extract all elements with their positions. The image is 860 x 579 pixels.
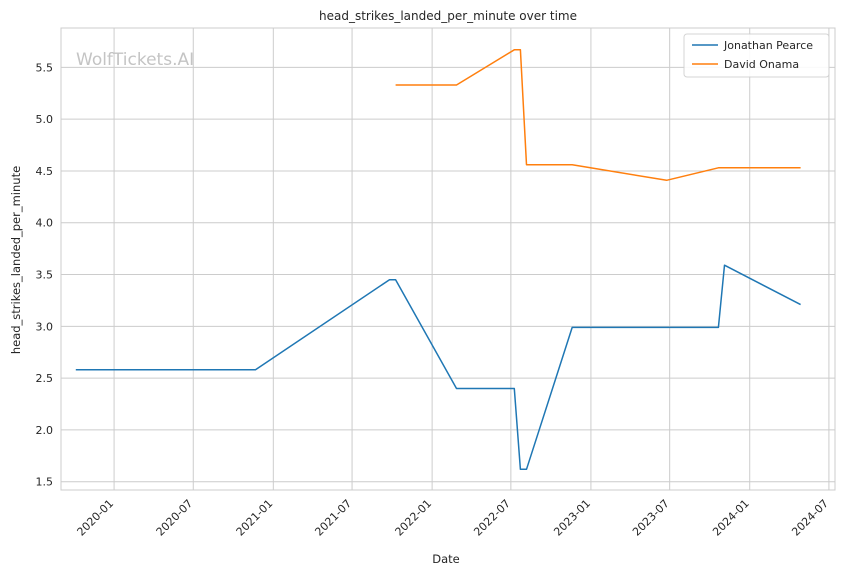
legend-label-jonathan-pearce: Jonathan Pearce — [723, 39, 813, 52]
y-tick-labels: 1.5 2.0 2.5 3.0 3.5 4.0 4.5 5.0 5.5 — [36, 61, 54, 488]
x-tick-label: 2023-07 — [630, 497, 672, 539]
y-tick-label: 2.5 — [36, 372, 54, 385]
series-line-david-onama — [395, 49, 801, 182]
y-tick-label: 3.5 — [36, 269, 54, 282]
series-lines — [75, 49, 801, 471]
y-axis-label: head_strikes_landed_per_minute — [9, 166, 23, 354]
series-line-jonathan-pearce — [75, 264, 801, 471]
legend-box — [683, 33, 830, 78]
chart-title: head_strikes_landed_per_minute over time — [319, 9, 577, 23]
legend: Jonathan Pearce David Onama — [683, 33, 830, 78]
x-tick-label: 2024-01 — [710, 497, 752, 539]
y-tick-label: 4.5 — [36, 165, 54, 178]
legend-label-david-onama: David Onama — [724, 58, 799, 71]
x-tick-label: 2021-07 — [312, 497, 354, 539]
y-tick-label: 1.5 — [36, 476, 54, 489]
x-tick-labels: 2020-01 2020-07 2021-01 2021-07 2022-01 2022-… — [75, 497, 832, 539]
plot-frame — [60, 27, 836, 491]
x-tick-label: 2021-01 — [234, 497, 276, 539]
y-tick-label: 5.5 — [36, 61, 54, 74]
x-tick-label: 2020-07 — [154, 497, 196, 539]
watermark: WolfTickets.AI — [76, 50, 194, 70]
x-tick-label: 2024-07 — [789, 497, 831, 539]
x-tick-label: 2022-07 — [471, 497, 513, 539]
x-tick-label: 2022-01 — [393, 497, 435, 539]
plot-background — [61, 28, 835, 490]
y-tick-label: 3.0 — [36, 320, 54, 333]
y-tick-label: 5.0 — [36, 113, 54, 126]
y-tick-label: 4.0 — [36, 217, 54, 230]
x-tick-label: 2020-01 — [75, 497, 117, 539]
x-axis-label: Date — [432, 552, 460, 566]
grid — [61, 28, 835, 490]
y-tick-label: 2.0 — [36, 424, 54, 437]
x-tick-label: 2023-01 — [551, 497, 593, 539]
